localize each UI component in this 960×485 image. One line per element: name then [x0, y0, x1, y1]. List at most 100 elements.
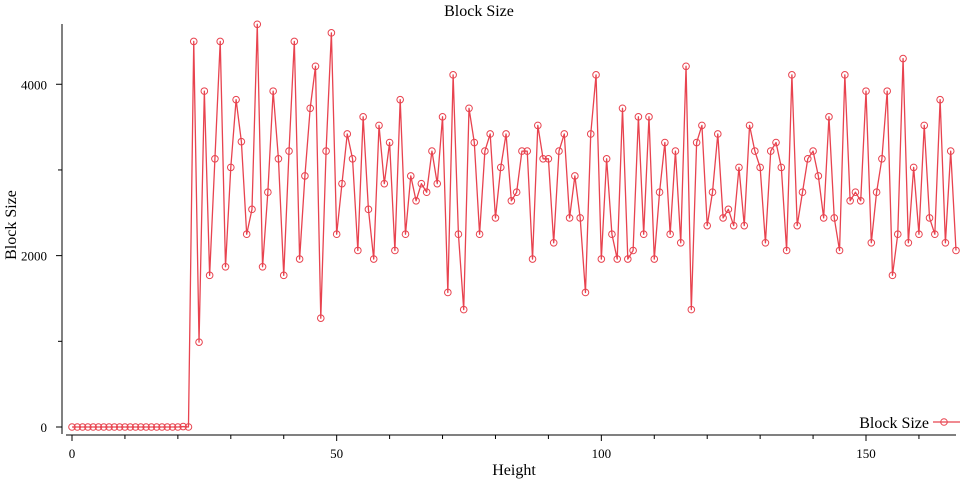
data-point [692, 138, 701, 147]
data-point [825, 113, 833, 121]
data-point [629, 246, 637, 255]
data-point [89, 423, 97, 431]
data-point [528, 255, 537, 263]
data-point [391, 246, 399, 255]
data-point [242, 230, 251, 239]
data-point [841, 71, 849, 79]
data-point [375, 121, 383, 130]
data-point [745, 121, 754, 130]
data-point [232, 95, 240, 104]
data-point [788, 71, 796, 79]
data-point [555, 147, 563, 155]
data-point [571, 172, 579, 180]
data-point [343, 130, 352, 138]
data-point [412, 196, 420, 205]
data-point [142, 423, 150, 431]
data-point [592, 71, 600, 79]
data-point [666, 230, 674, 239]
data-point [216, 37, 225, 46]
data-point [348, 155, 357, 163]
data-point [502, 130, 510, 138]
data-point [819, 214, 828, 222]
data-point [285, 147, 293, 155]
data-point [221, 262, 230, 271]
x-tick-label: 50 [330, 446, 343, 461]
data-point [475, 230, 484, 239]
data-point [444, 288, 452, 297]
data-point [258, 262, 267, 271]
axes: 0 2000 4000 0 50 100 150 [21, 24, 956, 461]
data-point [73, 423, 82, 431]
data-point [491, 214, 500, 222]
data-point [602, 155, 611, 163]
data-point [131, 423, 140, 431]
data-point [782, 246, 791, 255]
data-point [316, 314, 325, 322]
data-point [459, 305, 468, 314]
data-point [110, 423, 119, 431]
data-point [608, 230, 616, 239]
data-point [406, 172, 415, 180]
data-point [941, 238, 950, 247]
data-point [184, 423, 193, 431]
data-point [99, 423, 108, 431]
data-point [544, 155, 553, 163]
data-point [872, 188, 881, 197]
data-point [227, 163, 235, 172]
data-point [523, 147, 532, 155]
data-point [708, 188, 717, 197]
data-point [867, 238, 876, 247]
data-point [586, 130, 595, 138]
data-point [163, 423, 172, 431]
data-point [576, 214, 584, 222]
data-point [295, 255, 304, 263]
data-point [137, 423, 145, 431]
data-point [200, 87, 209, 95]
data-point [428, 147, 436, 155]
data-point [549, 238, 558, 247]
data-point [158, 423, 166, 431]
x-tick-label: 150 [856, 446, 876, 461]
data-point [534, 121, 542, 130]
data-point [68, 423, 76, 431]
data-point [311, 62, 320, 71]
data-point [174, 423, 182, 431]
data-point [618, 104, 627, 113]
data-point [713, 130, 722, 138]
data-point [624, 255, 632, 263]
data-point [661, 138, 669, 147]
data-point [946, 147, 955, 155]
data-point [936, 95, 944, 104]
data-point [481, 147, 489, 155]
data-point [507, 196, 516, 205]
data-point [687, 305, 696, 314]
data-point [126, 423, 135, 431]
data-point [279, 271, 288, 280]
data-point [719, 214, 727, 222]
data-point [518, 147, 526, 155]
data-point [613, 255, 622, 263]
data-point [565, 214, 574, 222]
data-point [369, 255, 378, 263]
data-point [830, 214, 839, 222]
data-point [274, 155, 283, 163]
data-point [264, 188, 272, 197]
data-point [84, 423, 92, 431]
data-point [449, 71, 457, 79]
data-point [777, 163, 786, 172]
data-point [354, 246, 362, 255]
data-point [465, 104, 473, 113]
data-point [904, 238, 913, 247]
data-point [915, 230, 923, 239]
data-point [920, 121, 929, 130]
data-point [179, 422, 187, 431]
data-point [560, 130, 569, 138]
data-point [380, 179, 389, 188]
data-point [798, 188, 807, 197]
data-point [862, 87, 870, 95]
data-point [269, 87, 277, 95]
data-point [168, 423, 177, 431]
data-point [454, 230, 463, 239]
